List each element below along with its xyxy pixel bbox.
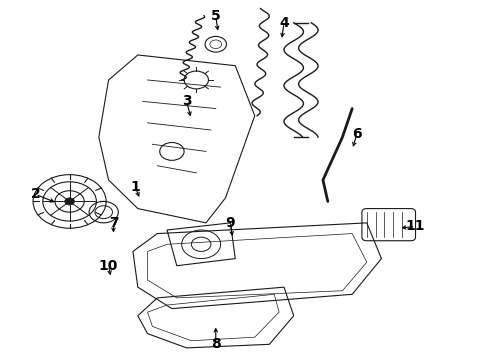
Text: 5: 5 [211, 9, 220, 23]
Text: 2: 2 [30, 187, 40, 201]
Text: 7: 7 [109, 216, 118, 230]
Text: 4: 4 [279, 16, 289, 30]
Text: 6: 6 [352, 127, 362, 140]
Circle shape [65, 198, 74, 205]
Text: 11: 11 [406, 220, 425, 233]
Text: 10: 10 [99, 259, 118, 273]
Text: 9: 9 [225, 216, 235, 230]
Text: 8: 8 [211, 337, 220, 351]
Text: 3: 3 [182, 94, 192, 108]
Text: 1: 1 [130, 180, 140, 194]
